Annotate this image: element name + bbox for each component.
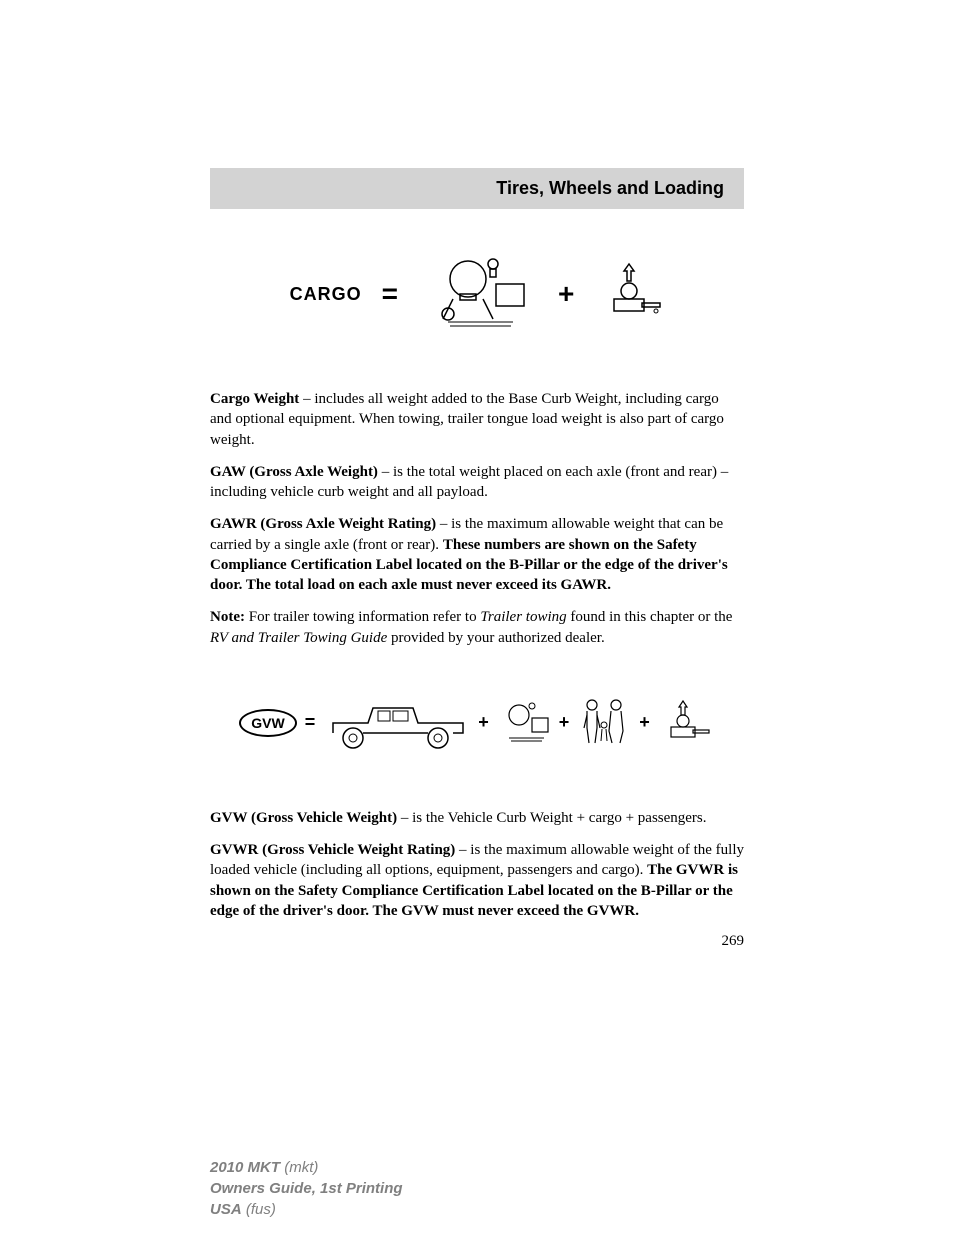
passengers-icon bbox=[574, 693, 634, 753]
cargo-illustration: CARGO = + bbox=[210, 239, 744, 349]
gvw-def: – is the Vehicle Curb Weight + cargo + p… bbox=[397, 810, 706, 826]
gvwr-para: GVWR (Gross Vehicle Weight Rating) – is … bbox=[210, 840, 744, 921]
gvw-term: GVW (Gross Vehicle Weight) bbox=[210, 810, 397, 826]
note-text1: For trailer towing information refer to bbox=[245, 609, 480, 625]
section-title: Tires, Wheels and Loading bbox=[496, 178, 724, 198]
gvw-plus2-icon: + bbox=[559, 712, 570, 733]
plus-icon: + bbox=[558, 278, 574, 310]
gvwr-term: GVWR (Gross Vehicle Weight Rating) bbox=[210, 842, 455, 858]
gvw-cargo-icon bbox=[494, 693, 554, 753]
gvw-plus3-icon: + bbox=[639, 712, 650, 733]
note-text3: provided by your authorized dealer. bbox=[387, 630, 604, 646]
gawr-term: GAWR (Gross Axle Weight Rating) bbox=[210, 516, 436, 532]
cargo-label: CARGO bbox=[290, 284, 362, 305]
page-number: 269 bbox=[210, 933, 744, 950]
gvw-para: GVW (Gross Vehicle Weight) – is the Vehi… bbox=[210, 808, 744, 828]
cargo-weight-para: Cargo Weight – includes all weight added… bbox=[210, 389, 744, 450]
gaw-term: GAW (Gross Axle Weight) bbox=[210, 464, 378, 480]
note-para: Note: For trailer towing information ref… bbox=[210, 607, 744, 648]
footer-code1: (mkt) bbox=[280, 1159, 318, 1176]
footer-region: USA bbox=[210, 1201, 242, 1218]
footer-line1: 2010 MKT (mkt) bbox=[210, 1157, 403, 1178]
page-container: Tires, Wheels and Loading CARGO = + bbox=[0, 0, 954, 950]
note-ref1: Trailer towing bbox=[480, 609, 566, 625]
truck-icon bbox=[323, 688, 473, 758]
gvw-badge: GVW bbox=[239, 709, 296, 737]
gawr-para: GAWR (Gross Axle Weight Rating) – is the… bbox=[210, 514, 744, 595]
note-ref2: RV and Trailer Towing Guide bbox=[210, 630, 387, 646]
gaw-para: GAW (Gross Axle Weight) – is the total w… bbox=[210, 462, 744, 503]
note-text2: found in this chapter or the bbox=[567, 609, 733, 625]
footer-model: 2010 MKT bbox=[210, 1159, 280, 1176]
equals-icon: = bbox=[382, 278, 398, 310]
camping-gear-icon bbox=[418, 244, 538, 344]
header-bar: Tires, Wheels and Loading bbox=[210, 168, 744, 209]
cargo-weight-term: Cargo Weight bbox=[210, 391, 299, 407]
gvw-illustration: GVW = + + bbox=[210, 678, 744, 768]
footer-line2: Owners Guide, 1st Printing bbox=[210, 1178, 403, 1199]
gvw-plus1-icon: + bbox=[478, 712, 489, 733]
note-label: Note: bbox=[210, 609, 245, 625]
hitch-weight-icon bbox=[594, 259, 664, 329]
footer-line3: USA (fus) bbox=[210, 1199, 403, 1220]
footer: 2010 MKT (mkt) Owners Guide, 1st Printin… bbox=[210, 1157, 403, 1220]
gvw-hitch-icon bbox=[655, 693, 715, 753]
gvw-equals-icon: = bbox=[305, 712, 316, 733]
footer-code2: (fus) bbox=[242, 1201, 276, 1218]
